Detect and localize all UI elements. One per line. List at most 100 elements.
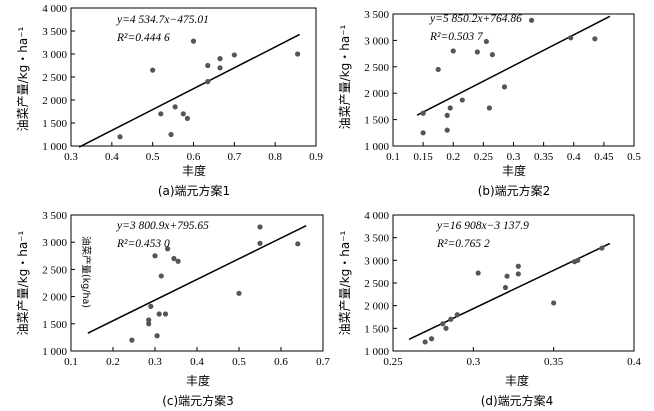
data-point xyxy=(504,273,510,279)
y-tick-label: 1 500 xyxy=(42,319,67,331)
x-tick-label: 0.3 xyxy=(507,151,521,163)
panel-caption: (a)端元方案1 xyxy=(158,183,230,198)
x-tick-label: 0.7 xyxy=(316,356,330,368)
data-point xyxy=(422,339,428,345)
scatter-points xyxy=(420,17,598,136)
data-point xyxy=(420,110,426,116)
data-point xyxy=(117,134,123,140)
x-tick-label: 0.4 xyxy=(105,151,119,163)
y-axis-label: 油菜产量/kg・ha⁻¹ xyxy=(338,230,352,335)
panel-c: 0.1 0.2 0.3 0.4 0.5 0.6 0.7 1 000 1 500 2 000 2 5… xyxy=(16,210,330,408)
y-tick-label: 2 500 xyxy=(42,264,67,276)
data-point xyxy=(257,224,263,230)
y-ticks: 1 000 1 500 2 000 2 500 3 000 3 500 xyxy=(42,210,75,358)
data-point xyxy=(428,336,435,342)
y-tick-label: 3 000 xyxy=(42,49,67,61)
data-point xyxy=(205,62,211,69)
data-point xyxy=(231,52,237,58)
x-tick-label: 0.4 xyxy=(567,151,581,163)
x-tick-label: 0.35 xyxy=(544,356,564,368)
data-point xyxy=(295,241,301,247)
x-axis-label: 丰度 xyxy=(502,163,526,178)
y-tick-label: 4 000 xyxy=(364,210,389,222)
data-point xyxy=(528,17,535,23)
x-tick-label: 0.5 xyxy=(627,151,641,163)
equation: y=16 908x−3 137.9 xyxy=(436,220,529,232)
data-point xyxy=(502,284,509,291)
x-tick-label: 0.25 xyxy=(383,356,403,368)
x-tick-label: 0.25 xyxy=(474,151,494,163)
panel-a: 0.3 0.4 0.5 0.6 0.7 0.8 0.9 1 000 1 500 2 000 2 5… xyxy=(16,3,323,198)
y-tick-label: 3 000 xyxy=(364,255,389,267)
y-ticks: 1 000 1 500 2 000 2 500 3 000 3 500 4 000 xyxy=(42,3,75,153)
data-point xyxy=(454,312,460,318)
data-point xyxy=(447,105,453,111)
data-point xyxy=(486,105,492,111)
data-point xyxy=(162,311,169,317)
r-squared: R²=0.765 2 xyxy=(436,238,490,250)
y-tick-label: 1 000 xyxy=(364,346,389,358)
y-axis-label: 油菜产量/kg・ha⁻¹ xyxy=(16,26,30,131)
scatter-points xyxy=(422,245,605,345)
data-point xyxy=(444,127,450,133)
data-point xyxy=(180,111,186,117)
data-point xyxy=(515,263,521,269)
plot-frame xyxy=(392,214,635,352)
scatter-points xyxy=(129,224,301,343)
fit-line xyxy=(87,224,307,334)
x-tick-label: 0.6 xyxy=(274,356,288,368)
data-point xyxy=(129,337,135,343)
data-point xyxy=(551,300,557,306)
data-point xyxy=(152,253,158,259)
data-point xyxy=(448,316,454,322)
y-tick-label: 3 500 xyxy=(364,9,389,21)
data-point xyxy=(444,112,450,118)
data-point xyxy=(295,51,301,57)
x-ticks: 0.1 0.2 0.3 0.4 0.5 0.6 0.7 xyxy=(64,347,330,368)
data-point xyxy=(158,273,164,279)
fit-line xyxy=(408,242,611,340)
y-tick-label: 2 000 xyxy=(364,301,389,313)
y-tick-label: 3 000 xyxy=(42,237,67,249)
y-tick-label: 1 000 xyxy=(42,346,67,358)
y-tick-label: 3 000 xyxy=(364,35,389,47)
data-point xyxy=(420,130,426,136)
x-tick-label: 0.45 xyxy=(594,151,614,163)
data-point xyxy=(236,290,242,296)
data-point xyxy=(184,115,190,121)
data-point xyxy=(435,66,441,73)
x-tick-label: 0.8 xyxy=(268,151,282,163)
data-point xyxy=(175,258,181,264)
y-tick-label: 1 000 xyxy=(42,141,67,153)
y-tick-label: 2 500 xyxy=(364,62,389,74)
panel-caption: (b)端元方案2 xyxy=(478,183,551,198)
y-tick-label: 1 500 xyxy=(42,118,67,130)
y-tick-label: 2 000 xyxy=(364,88,389,100)
data-point xyxy=(168,131,174,138)
data-point xyxy=(459,97,465,103)
x-tick-label: 0.35 xyxy=(534,151,554,163)
data-point xyxy=(158,111,164,117)
fit-line xyxy=(78,33,301,148)
data-point xyxy=(150,67,156,73)
x-tick-label: 0.1 xyxy=(386,151,400,163)
panel-caption: (c)端元方案3 xyxy=(162,393,234,408)
y-axis-label: 油菜产量/kg・ha⁻¹ xyxy=(16,230,30,335)
r-squared: R²=0.503 7 xyxy=(429,31,484,43)
x-tick-label: 0.9 xyxy=(309,151,323,163)
data-point xyxy=(568,35,574,41)
x-tick-label: 0.2 xyxy=(106,356,120,368)
y-tick-label: 2 500 xyxy=(42,72,67,84)
y-ticks: 1 000 1 500 2 000 2 500 3 000 3 500 xyxy=(364,9,397,153)
y-tick-label: 1 000 xyxy=(364,141,389,153)
x-tick-label: 0.3 xyxy=(148,356,162,368)
y-tick-label: 3 500 xyxy=(42,26,67,38)
x-tick-label: 0.7 xyxy=(227,151,241,163)
data-point xyxy=(501,84,508,90)
scatter-points xyxy=(117,38,301,140)
y-tick-label: 2 000 xyxy=(42,95,67,107)
data-point xyxy=(443,325,449,331)
x-tick-label: 0.6 xyxy=(187,151,201,163)
data-point xyxy=(171,255,177,262)
